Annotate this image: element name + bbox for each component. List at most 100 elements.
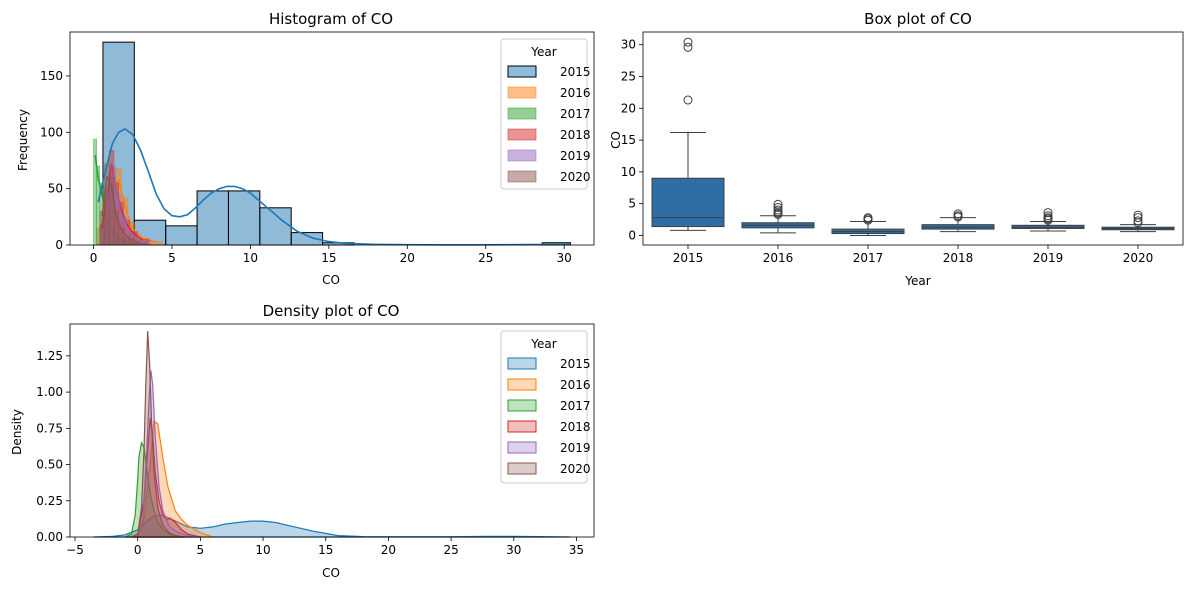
histogram-title: Histogram of CO — [269, 10, 393, 28]
box-outlier-2020-1 — [1133, 216, 1143, 226]
hist-kde-2015 — [97, 127, 571, 246]
box-xtick-label-2019: 2019 — [1033, 251, 1064, 265]
density-legend: Year 2015 2016 2017 2018 2019 2020 — [500, 330, 591, 484]
box-outlier-2018-2 — [953, 209, 963, 219]
hist-bar-2017-0 — [93, 138, 97, 246]
hist-bar-2015-4 — [227, 190, 261, 246]
box-ytick-label-25: 25 — [621, 70, 636, 84]
density-xtick-label-0: 0 — [134, 543, 142, 557]
hist-xtick-label-30: 30 — [557, 251, 572, 265]
histogram-legend-label-2015: 2015 — [560, 65, 591, 79]
boxplot-ylabel: CO — [609, 131, 623, 149]
hist-xtick-label-0: 0 — [90, 251, 98, 265]
density-area-2019 — [131, 370, 201, 538]
density-ytick-label-0.25: 0.25 — [36, 494, 63, 508]
density-xtick-label-10: 10 — [255, 543, 270, 557]
hist-bar-2015-2 — [165, 225, 198, 246]
box-xtick-label-2016: 2016 — [763, 251, 794, 265]
density-legend-label-2016: 2016 — [560, 378, 591, 392]
box-xtick-label-2015: 2015 — [673, 251, 704, 265]
histogram-legend-swatch-2020 — [507, 170, 537, 183]
boxplot-frame — [642, 31, 1184, 246]
density-ytick-label-0.75: 0.75 — [36, 421, 63, 435]
density-legend-label-2017: 2017 — [560, 399, 591, 413]
hist-xtick-label-10: 10 — [243, 251, 258, 265]
box-outlier-2019-3 — [1043, 211, 1053, 221]
histogram-ylabel: Frequency — [16, 109, 30, 171]
density-legend-label-2019: 2019 — [560, 441, 591, 455]
histogram-plot-area: 0 5 10 15 20 25 30 0 50 100 150 — [40, 41, 572, 265]
density-ytick-label-0: 0.00 — [36, 530, 63, 544]
boxplot-xlabel: Year — [904, 274, 930, 288]
box-ytick-label-20: 20 — [621, 101, 636, 115]
histogram-legend-label-2020: 2020 — [560, 170, 591, 184]
density-panel: Density plot of CO CO Density −5 0 5 10 15 20… — [10, 302, 595, 580]
histogram-legend-swatch-2019 — [507, 149, 537, 162]
density-legend-swatch-2015 — [507, 357, 537, 370]
density-xtick-label-20: 20 — [381, 543, 396, 557]
histogram-panel: Histogram of CO CO Frequency 0 5 10 15 20 25 3… — [16, 10, 595, 287]
box-outlier-2016-3 — [773, 205, 783, 215]
hist-bar-2015-3 — [196, 190, 229, 246]
box-ytick-label-5: 5 — [628, 197, 636, 211]
histogram-legend-swatch-2017 — [507, 107, 537, 120]
density-legend-swatch-2017 — [507, 399, 537, 412]
histogram-legend-swatch-2015 — [507, 65, 537, 78]
boxplot-title: Box plot of CO — [864, 10, 972, 28]
histogram-legend-label-2016: 2016 — [560, 86, 591, 100]
hist-xtick-label-5: 5 — [168, 251, 176, 265]
density-xtick-label-15: 15 — [318, 543, 333, 557]
density-plot-area: −5 0 5 10 15 20 25 30 35 0.00 0.25 0.50 0.75 1.00 1.25 — [36, 331, 584, 557]
hist-xtick-label-15: 15 — [321, 251, 336, 265]
hist-kde-2018 — [101, 164, 144, 241]
hist-xtick-label-25: 25 — [478, 251, 493, 265]
box-outlier-2020-2 — [1133, 213, 1143, 223]
box-iqr-2015 — [651, 177, 725, 228]
box-ytick-label-15: 15 — [621, 133, 636, 147]
boxplot-panel: Box plot of CO Year CO 2015 2016 2017 2018 2… — [609, 10, 1184, 288]
density-legend-title: Year — [530, 337, 556, 351]
box-xtick-label-2017: 2017 — [853, 251, 884, 265]
boxplot-plot-area: 2015 2016 2017 2018 2019 2020 0 5 10 15 20 25 30 — [621, 37, 1175, 265]
density-xtick-label-30: 30 — [506, 543, 521, 557]
density-xtick-label--5: −5 — [66, 543, 84, 557]
density-legend-swatch-2019 — [507, 441, 537, 454]
density-xtick-label-25: 25 — [443, 543, 458, 557]
density-title: Density plot of CO — [263, 302, 400, 320]
histogram-legend-title: Year — [530, 45, 556, 59]
histogram-legend-swatch-2016 — [507, 86, 537, 99]
density-area-2017 — [124, 441, 182, 538]
hist-ytick-label-150: 150 — [40, 69, 63, 83]
histogram-legend: Year 2015 2016 2017 2018 2019 2020 — [500, 38, 591, 190]
density-ytick-label-0.5: 0.50 — [36, 458, 63, 472]
box-ytick-label-10: 10 — [621, 165, 636, 179]
density-area-2016 — [125, 419, 214, 538]
density-ylabel: Density — [10, 409, 24, 455]
box-outlier-2020-3 — [1133, 210, 1143, 220]
density-xlabel: CO — [322, 566, 340, 580]
hist-ytick-label-100: 100 — [40, 125, 63, 139]
hist-xtick-label-20: 20 — [400, 251, 415, 265]
density-area-2020 — [131, 331, 186, 538]
hist-bar-2015-5 — [259, 207, 292, 246]
box-outlier-2015-2 — [683, 37, 693, 47]
hist-kde-2020 — [101, 175, 141, 244]
density-legend-swatch-2016 — [507, 378, 537, 391]
box-outlier-2015-0 — [683, 95, 693, 105]
histogram-legend-label-2017: 2017 — [560, 107, 591, 121]
density-legend-swatch-2020 — [507, 462, 537, 475]
hist-ytick-label-50: 50 — [48, 182, 63, 196]
box-xtick-label-2018: 2018 — [943, 251, 974, 265]
density-ytick-label-1: 1.00 — [36, 385, 63, 399]
hist-ytick-label-0: 0 — [55, 238, 63, 252]
histogram-legend-swatch-2018 — [507, 128, 537, 141]
box-outlier-2016-5 — [773, 199, 783, 209]
density-legend-label-2018: 2018 — [560, 420, 591, 434]
density-legend-label-2020: 2020 — [560, 462, 591, 476]
box-outlier-2016-4 — [773, 202, 783, 212]
box-ytick-label-0: 0 — [628, 228, 636, 242]
histogram-legend-label-2019: 2019 — [560, 149, 591, 163]
histogram-legend-label-2018: 2018 — [560, 128, 591, 142]
hist-kde-2019 — [102, 177, 143, 242]
